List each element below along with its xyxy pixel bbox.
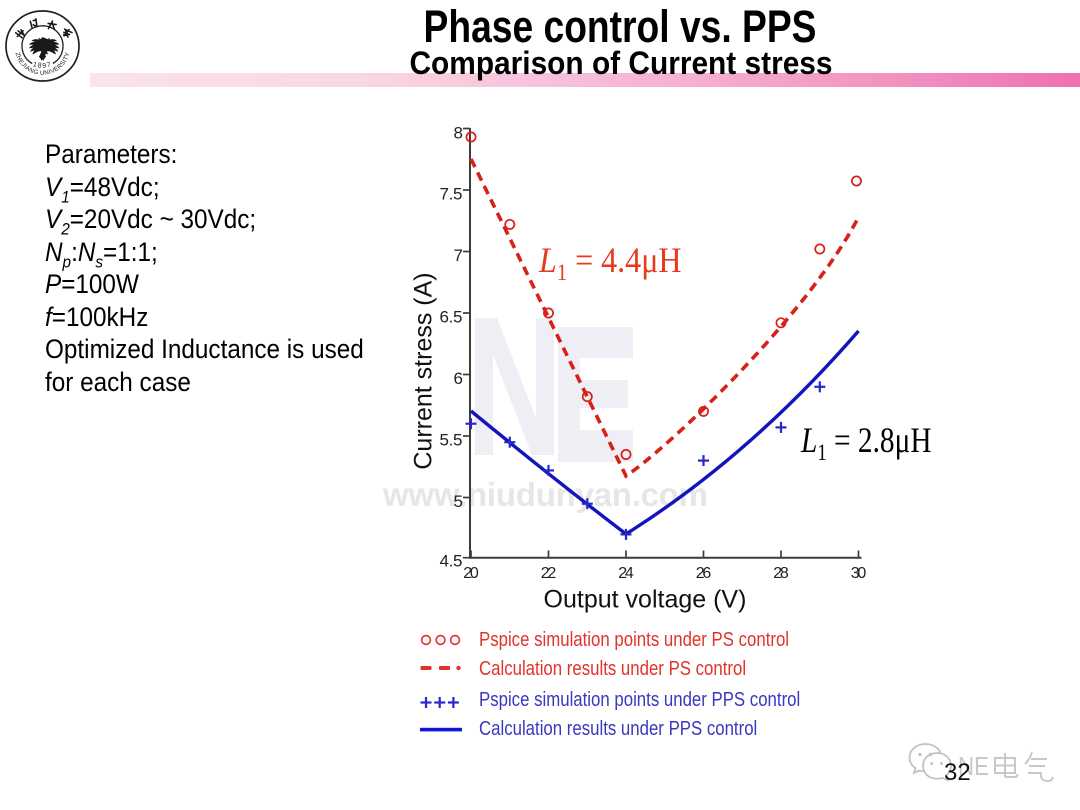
svg-text:24: 24 [618,565,634,582]
svg-text:28: 28 [773,565,789,582]
svg-text:Current stress (A): Current stress (A) [410,272,438,469]
svg-text:26: 26 [696,565,712,582]
svg-text:8: 8 [454,123,463,142]
svg-text:www.niudunyan.com: www.niudunyan.com [382,476,708,513]
svg-text:Output voltage (V): Output voltage (V) [544,586,747,614]
svg-text:7: 7 [454,246,463,265]
svg-text:6: 6 [454,369,463,388]
svg-text:4.5: 4.5 [440,552,463,571]
svg-text:7.5: 7.5 [440,185,463,204]
svg-text:30: 30 [851,565,867,582]
svg-text:6.5: 6.5 [440,308,463,327]
svg-text:5: 5 [454,492,463,511]
svg-text:20: 20 [463,565,479,582]
svg-text:1897: 1897 [32,61,53,70]
svg-text:22: 22 [541,565,557,582]
svg-text:NE: NE [958,751,989,781]
svg-text:5.5: 5.5 [440,431,463,450]
